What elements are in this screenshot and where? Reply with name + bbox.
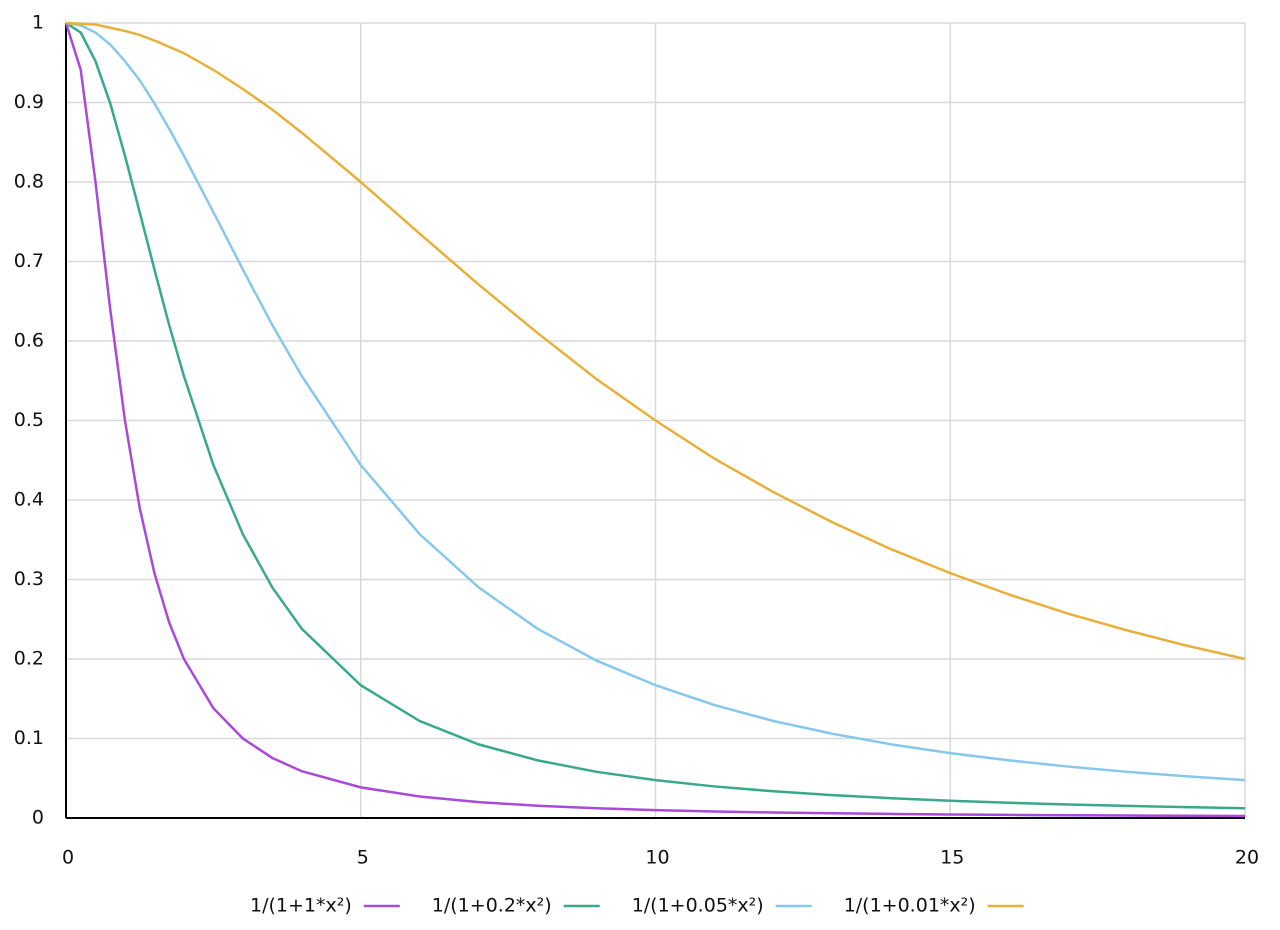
y-tick-label: 0: [32, 807, 44, 829]
y-tick-label: 0.8: [14, 171, 44, 193]
y-tick-label: 0.1: [14, 727, 44, 749]
x-tick-label: 20: [1235, 847, 1259, 869]
legend-label: 1/(1+0.01*x²): [844, 895, 976, 917]
y-tick-label: 0.2: [14, 648, 44, 670]
series-line: [65, 21, 1246, 810]
x-tick-label: 15: [940, 847, 964, 869]
series-line: [64, 22, 1246, 818]
legend-label: 1/(1+0.2*x²): [432, 895, 552, 917]
x-tick-label: 10: [645, 847, 669, 869]
y-tick-label: 0.7: [14, 250, 44, 272]
series-line: [65, 21, 1246, 661]
y-tick-label: 0.5: [14, 409, 44, 431]
y-tick-label: 0.9: [14, 91, 44, 113]
y-tick-label: 0.6: [14, 330, 44, 352]
legend-label: 1/(1+0.05*x²): [632, 895, 764, 917]
y-tick-label: 1: [32, 12, 44, 34]
x-tick-label: 0: [62, 847, 74, 869]
y-tick-label: 0.4: [14, 489, 44, 511]
y-tick-label: 0.3: [14, 568, 44, 590]
legend-label: 1/(1+1*x²): [250, 895, 352, 917]
series-line: [65, 21, 1246, 782]
x-tick-label: 5: [357, 847, 369, 869]
